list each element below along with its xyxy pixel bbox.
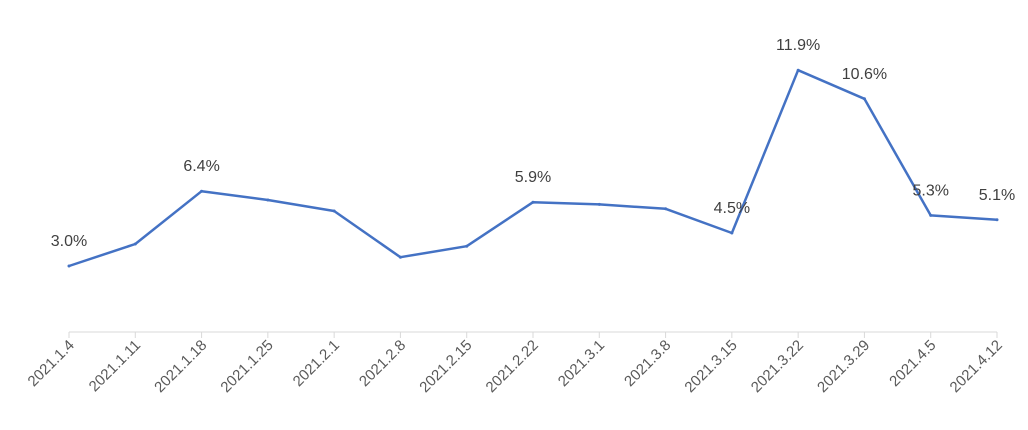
data-label: 11.9%	[776, 37, 820, 54]
x-tick-label: 2021.1.4	[25, 337, 78, 390]
x-tick-label: 2021.1.18	[151, 337, 210, 396]
data-point	[465, 244, 469, 248]
x-tick-label: 2021.4.12	[947, 337, 1006, 396]
x-tick-label: 2021.3.1	[555, 337, 608, 390]
x-tick-label: 2021.3.8	[621, 337, 674, 390]
x-tick-labels: 2021.1.4 2021.1.11 2021.1.18 2021.1.25 2021.…	[25, 337, 1006, 396]
data-point	[531, 200, 535, 204]
data-label: 5.9%	[515, 169, 551, 186]
data-point	[398, 255, 402, 259]
data-label: 4.5%	[714, 200, 750, 217]
data-point	[200, 189, 204, 193]
data-label: 5.3%	[912, 182, 948, 199]
x-tick-label: 2021.4.5	[886, 337, 939, 390]
x-tick-label: 2021.1.11	[86, 337, 144, 395]
x-tick-label: 2021.3.22	[748, 337, 807, 396]
data-point	[332, 209, 336, 213]
data-point	[796, 68, 800, 72]
data-label: 6.4%	[183, 158, 219, 175]
data-point	[862, 97, 866, 101]
x-tick-label: 2021.3.15	[681, 337, 740, 396]
x-axis	[68, 331, 998, 338]
data-point	[664, 207, 668, 211]
data-point	[730, 231, 734, 235]
x-tick-label: 2021.2.1	[290, 337, 343, 390]
x-tick-label: 2021.1.25	[217, 337, 276, 396]
data-point	[133, 242, 137, 246]
data-point	[266, 198, 270, 202]
x-tick-label: 2021.3.29	[814, 337, 873, 396]
data-point	[995, 218, 999, 222]
data-label-layer: 3.0% 6.4% 5.9% 4.5% 11.9% 10.6% 5.3% 5.1%	[51, 37, 1015, 250]
series-layer	[67, 68, 999, 268]
data-point	[67, 264, 71, 268]
data-point	[597, 202, 601, 206]
x-tick-label: 2021.2.22	[483, 337, 542, 396]
x-tick-label: 2021.2.15	[416, 337, 475, 396]
data-label: 10.6%	[842, 66, 887, 83]
x-tick-label: 2021.2.8	[356, 337, 409, 390]
data-point	[929, 213, 933, 217]
data-label: 5.1%	[979, 187, 1015, 204]
data-label: 3.0%	[51, 233, 87, 250]
